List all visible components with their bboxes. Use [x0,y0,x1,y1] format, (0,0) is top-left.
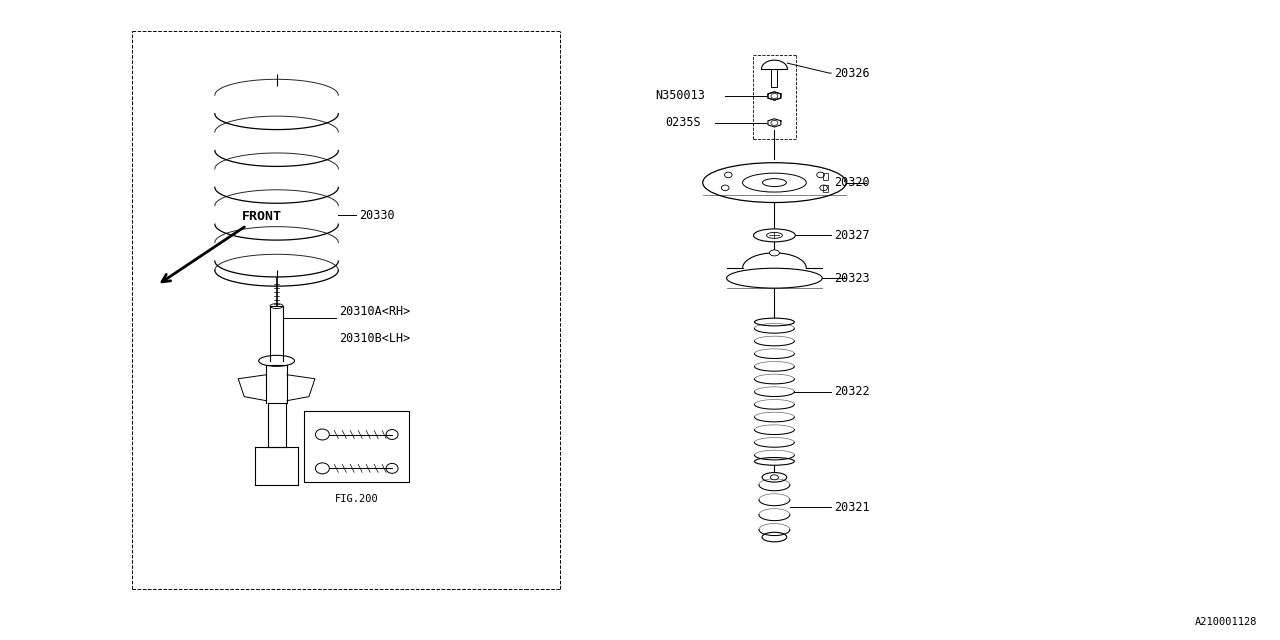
Text: A210001128: A210001128 [1194,617,1257,627]
Ellipse shape [762,532,787,542]
Text: 20330: 20330 [360,209,394,222]
Bar [305,411,410,483]
Polygon shape [238,375,266,401]
Polygon shape [287,375,315,401]
Text: N350013: N350013 [655,90,705,102]
Text: 20326: 20326 [835,67,870,79]
Text: 0235S: 0235S [664,116,700,129]
Text: 20321: 20321 [835,500,870,514]
Polygon shape [768,119,781,127]
Polygon shape [768,92,781,100]
Text: 20310A<RH>: 20310A<RH> [339,305,411,318]
Ellipse shape [762,472,787,482]
Text: 20322: 20322 [835,385,870,398]
Text: 20320: 20320 [835,176,870,189]
Bar [823,186,828,192]
Text: 20327: 20327 [835,229,870,242]
Text: 20323: 20323 [835,272,870,285]
Ellipse shape [754,458,795,465]
Text: FIG.200: FIG.200 [335,494,379,504]
Polygon shape [742,253,806,268]
Ellipse shape [769,250,780,256]
Ellipse shape [771,475,778,480]
Ellipse shape [754,229,795,242]
Text: 20310B<LH>: 20310B<LH> [339,332,411,345]
Ellipse shape [754,318,795,326]
Text: FRONT: FRONT [242,211,282,223]
Ellipse shape [703,163,846,202]
Bar [823,173,828,180]
Ellipse shape [727,268,822,288]
